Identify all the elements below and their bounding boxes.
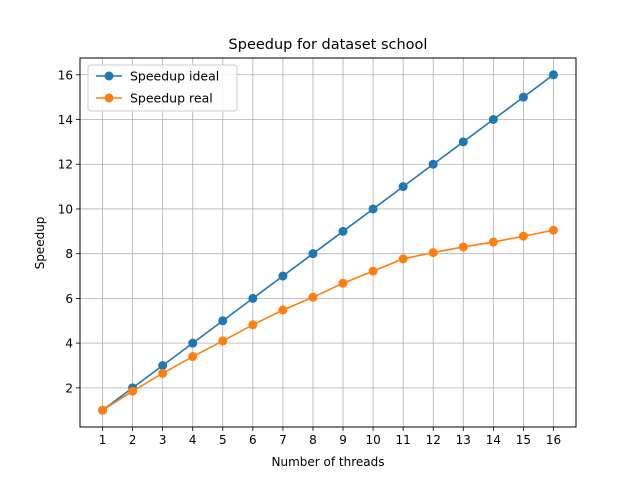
- y-tick-label: 4: [65, 337, 73, 351]
- data-point: [248, 293, 258, 303]
- x-tick-label: 15: [516, 433, 531, 447]
- x-tick-label: 8: [309, 433, 317, 447]
- data-point: [218, 336, 228, 346]
- data-point: [458, 242, 468, 252]
- legend-marker: [104, 93, 114, 103]
- y-tick-label: 14: [58, 113, 73, 127]
- data-point: [398, 182, 408, 192]
- x-tick-label: 5: [219, 433, 227, 447]
- series-line: [102, 74, 554, 411]
- x-tick-label: 6: [249, 433, 257, 447]
- y-tick-label: 6: [65, 292, 73, 306]
- data-point: [518, 231, 528, 241]
- plot-frame: [79, 57, 577, 428]
- x-tick-label: 14: [486, 433, 501, 447]
- legend-item: Speedup ideal: [96, 69, 219, 84]
- data-point: [368, 204, 378, 214]
- data-point: [428, 248, 438, 258]
- data-point: [548, 225, 558, 235]
- grid: [80, 58, 576, 427]
- x-tick-label: 4: [189, 433, 197, 447]
- data-point: [308, 292, 318, 302]
- legend: Speedup ideal Speedup real: [87, 64, 238, 112]
- y-tick-label: 2: [65, 381, 73, 395]
- x-tick-label: 13: [456, 433, 471, 447]
- series-speedup-real: [98, 225, 558, 415]
- x-axis-label: Number of threads: [272, 455, 385, 469]
- data-point: [278, 271, 288, 281]
- x-tick-label: 2: [129, 433, 137, 447]
- x-tick-label: 16: [546, 433, 561, 447]
- data-point: [488, 237, 498, 247]
- chart-title: Speedup for dataset school: [229, 37, 428, 53]
- x-tick-label: 11: [396, 433, 411, 447]
- data-point: [368, 266, 378, 276]
- data-point: [218, 316, 228, 326]
- data-point: [128, 386, 138, 396]
- x-tick-label: 1: [99, 433, 107, 447]
- legend-item: Speedup real: [96, 91, 213, 106]
- y-tick-label: 12: [58, 158, 73, 172]
- data-point: [338, 278, 348, 288]
- series-layer: [98, 70, 558, 415]
- data-point: [458, 137, 468, 147]
- legend-label: Speedup ideal: [130, 69, 219, 84]
- data-point: [518, 92, 528, 102]
- data-point: [398, 254, 408, 264]
- legend-label: Speedup real: [130, 91, 213, 106]
- data-point: [338, 226, 348, 236]
- x-tick-label: 9: [339, 433, 347, 447]
- x-tick-label: 3: [159, 433, 167, 447]
- series-line: [102, 229, 554, 411]
- y-axis-label: Speedup: [33, 217, 47, 270]
- x-tick-label: 12: [426, 433, 441, 447]
- x-tick-label: 10: [365, 433, 380, 447]
- data-point: [158, 368, 168, 378]
- data-point: [188, 338, 198, 348]
- data-point: [158, 361, 168, 370]
- data-point: [278, 305, 288, 315]
- y-tick-label: 8: [65, 247, 73, 261]
- legend-box: [87, 64, 238, 112]
- data-point: [488, 115, 498, 124]
- legend-marker: [104, 71, 114, 81]
- data-point: [98, 405, 108, 415]
- data-point: [548, 70, 558, 80]
- x-tick-label: 7: [279, 433, 287, 447]
- data-point: [308, 249, 318, 259]
- data-point: [248, 320, 258, 330]
- data-point: [428, 159, 438, 169]
- y-tick-label: 16: [58, 68, 73, 82]
- y-tick-label: 10: [58, 202, 73, 216]
- data-point: [188, 352, 198, 362]
